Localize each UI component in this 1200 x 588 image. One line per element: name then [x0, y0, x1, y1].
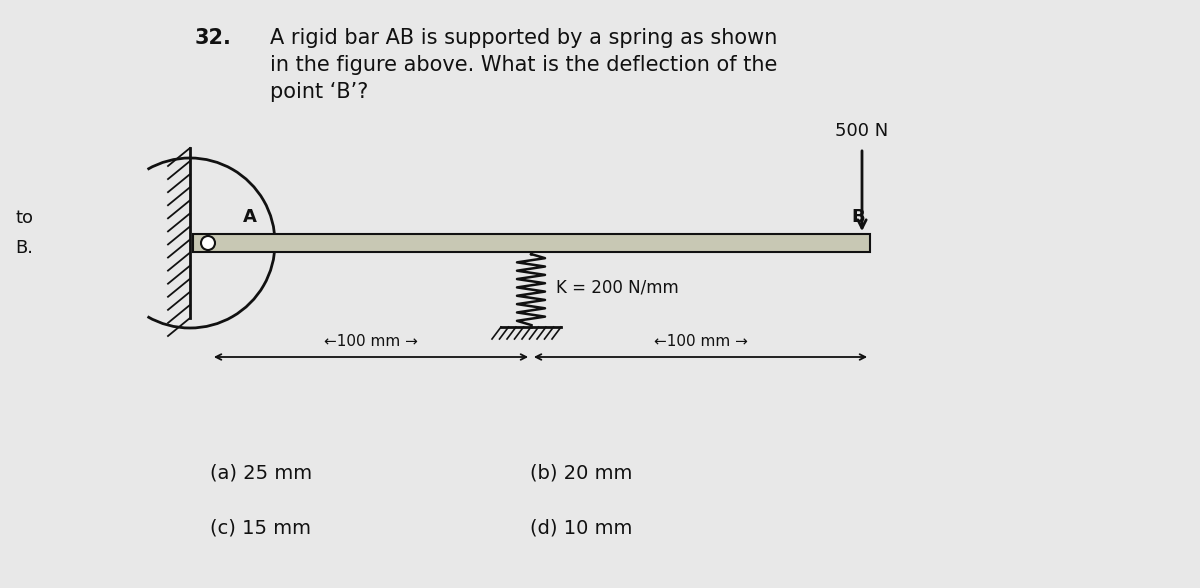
Text: point ‘B’?: point ‘B’? [270, 82, 368, 102]
Text: (d) 10 mm: (d) 10 mm [530, 519, 632, 537]
Text: A rigid bar AB is supported by a spring as shown: A rigid bar AB is supported by a spring … [270, 28, 778, 48]
Text: (a) 25 mm: (a) 25 mm [210, 463, 312, 483]
Text: B: B [851, 208, 865, 226]
Circle shape [202, 236, 215, 250]
Text: A: A [244, 208, 257, 226]
Bar [193, 234, 870, 252]
Text: 32.: 32. [196, 28, 232, 48]
Text: K = 200 N/mm: K = 200 N/mm [556, 278, 679, 296]
Text: (b) 20 mm: (b) 20 mm [530, 463, 632, 483]
Text: ←100 mm →: ←100 mm → [324, 334, 418, 349]
Text: to: to [16, 209, 34, 227]
Text: ←100 mm →: ←100 mm → [654, 334, 748, 349]
Text: in the figure above. What is the deflection of the: in the figure above. What is the deflect… [270, 55, 778, 75]
Text: B.: B. [16, 239, 34, 257]
Text: (c) 15 mm: (c) 15 mm [210, 519, 311, 537]
Text: 500 N: 500 N [835, 122, 889, 140]
